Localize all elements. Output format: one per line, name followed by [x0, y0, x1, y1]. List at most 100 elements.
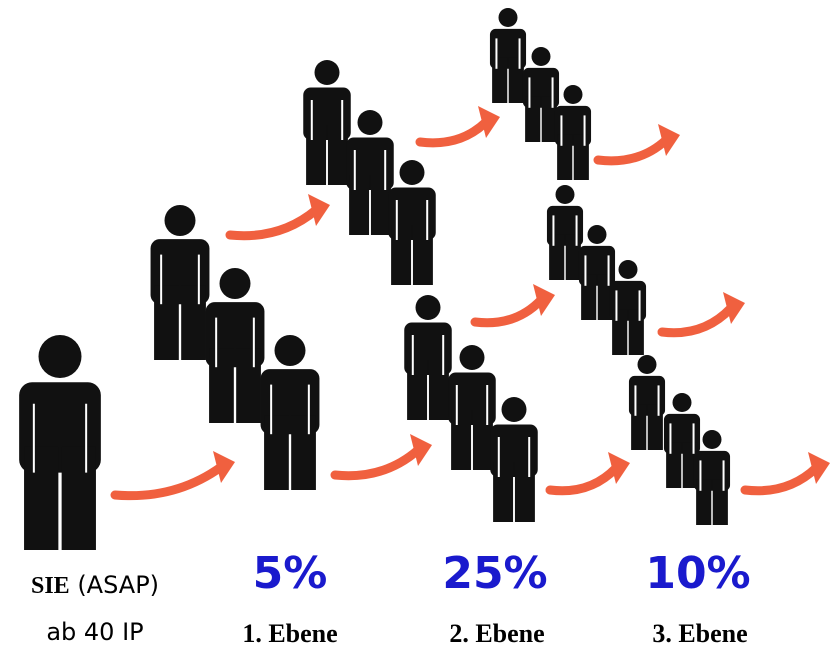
level-label: 2. Ebene: [449, 619, 544, 647]
person-label: SIE (ASAP): [31, 571, 159, 599]
leg: [612, 309, 627, 355]
person-icon: [555, 85, 591, 180]
leg: [451, 410, 471, 470]
arrows: [115, 106, 830, 496]
leg: [349, 175, 369, 235]
leg: [515, 462, 535, 522]
arrow-shaft: [745, 468, 816, 491]
level-percent: 25%: [442, 548, 547, 599]
leg: [525, 96, 540, 142]
head: [638, 355, 657, 374]
leg: [574, 134, 589, 180]
person-icon: [303, 60, 351, 185]
head: [673, 393, 692, 412]
arrow: [420, 106, 500, 143]
person-icon: [490, 8, 526, 103]
head: [564, 85, 583, 104]
person-icon: [448, 345, 496, 470]
leg: [473, 410, 493, 470]
leg: [648, 404, 663, 450]
arrow: [598, 124, 680, 161]
leg: [236, 349, 261, 423]
head: [460, 345, 485, 370]
person-icon: [19, 335, 101, 550]
leg: [154, 286, 179, 360]
person-icon: [579, 225, 615, 320]
arrow: [745, 452, 830, 491]
head: [220, 268, 251, 299]
leg: [713, 479, 728, 525]
head: [532, 47, 551, 66]
head: [502, 397, 527, 422]
leg: [629, 309, 644, 355]
level-label: 1. Ebene: [242, 619, 337, 647]
arrow-shaft: [662, 308, 731, 333]
leg: [62, 447, 96, 550]
head: [39, 335, 82, 378]
arrow-shaft: [115, 467, 221, 496]
leg: [581, 274, 596, 320]
person-condition: ab 40 IP: [46, 618, 143, 646]
arrow-shaft: [598, 140, 666, 161]
leg: [391, 225, 411, 285]
person-icon: [610, 260, 646, 355]
person-icon: [490, 397, 538, 522]
person-icon: [523, 47, 559, 142]
leg: [328, 125, 348, 185]
person-name: SIE: [31, 573, 70, 599]
head: [358, 110, 383, 135]
leg: [493, 462, 513, 522]
person-icon: [404, 295, 452, 420]
arrow: [662, 292, 745, 333]
person-icon: [629, 355, 665, 450]
person-icon: [388, 160, 436, 285]
leg: [291, 416, 316, 490]
head: [703, 430, 722, 449]
head: [499, 8, 518, 27]
level-percent: 5%: [253, 548, 328, 599]
person-icon: [261, 335, 320, 490]
leg: [549, 234, 564, 280]
head: [416, 295, 441, 320]
leg: [24, 447, 58, 550]
leg: [542, 96, 557, 142]
arrow: [550, 452, 630, 491]
person-note: (ASAP): [77, 571, 159, 599]
leg: [181, 286, 206, 360]
arrow: [475, 284, 555, 323]
person-icon: [151, 205, 210, 360]
arrow-shaft: [335, 450, 418, 476]
head: [315, 60, 340, 85]
leg: [407, 360, 427, 420]
head: [588, 225, 607, 244]
arrow: [115, 451, 235, 496]
leg: [492, 57, 507, 103]
head: [275, 335, 306, 366]
head: [619, 260, 638, 279]
arrow: [230, 194, 330, 236]
level-label: 3. Ebene: [652, 619, 747, 647]
leg: [429, 360, 449, 420]
arrow-shaft: [420, 122, 486, 143]
level-percent: 10%: [645, 548, 750, 599]
leg: [557, 134, 572, 180]
leg: [413, 225, 433, 285]
arrow-shaft: [475, 300, 541, 323]
arrow-shaft: [550, 468, 616, 491]
head: [556, 185, 575, 204]
arrow: [335, 434, 432, 476]
leg: [696, 479, 711, 525]
leg: [371, 175, 391, 235]
leg: [509, 57, 524, 103]
leg: [306, 125, 326, 185]
leg: [631, 404, 646, 450]
person-icon: [547, 185, 583, 280]
person-icon: [346, 110, 394, 235]
diagram: SIE (ASAP) ab 40 IP 5% 25% 10% 1. Ebene …: [0, 0, 831, 647]
head: [400, 160, 425, 185]
arrow-shaft: [230, 210, 316, 236]
leg: [566, 234, 581, 280]
leg: [666, 442, 681, 488]
person-icon: [206, 268, 265, 423]
leg: [264, 416, 289, 490]
